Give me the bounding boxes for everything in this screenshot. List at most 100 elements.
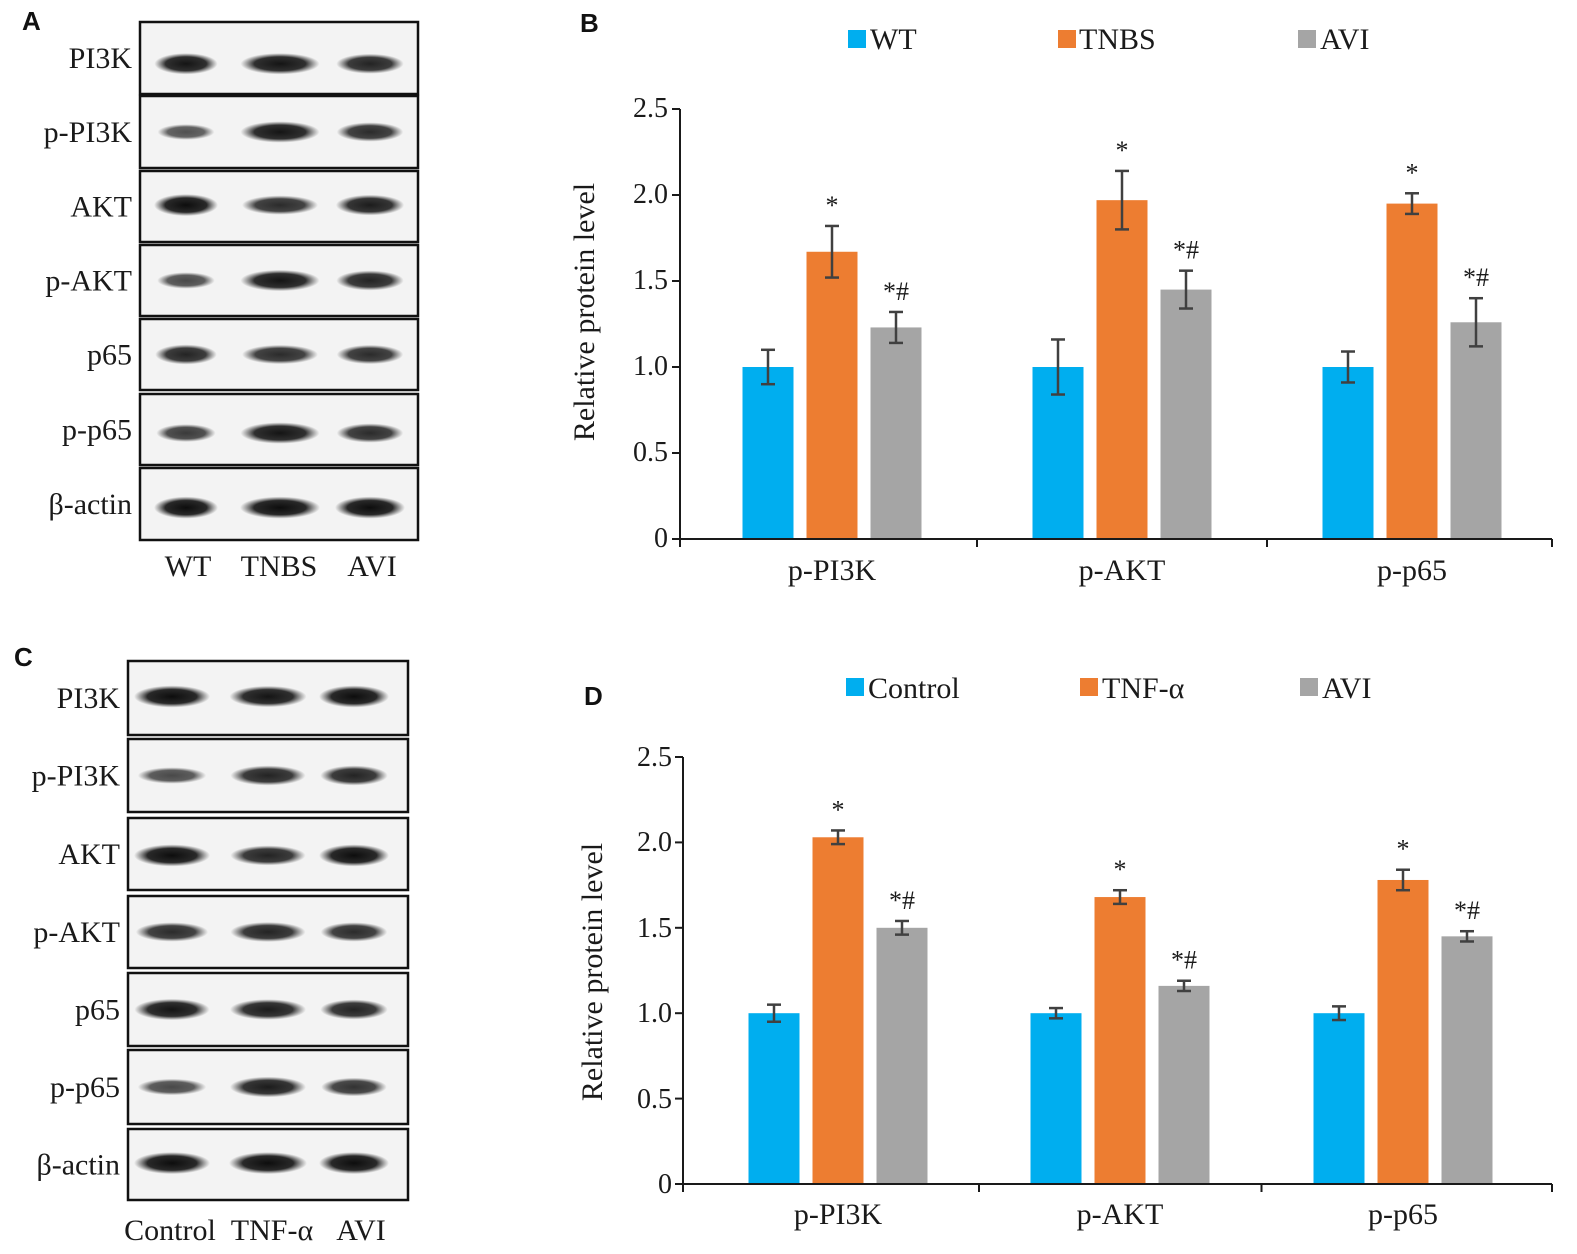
blot-band [335, 194, 405, 216]
blot-a-strips: PI3K p-PI3K AKT p-AKT p65 p-p65 β-actin [44, 20, 420, 542]
blot-band [137, 767, 207, 784]
panel-letter-c: C [14, 642, 33, 672]
y-tick-label: 1.5 [637, 913, 672, 944]
blot-band [336, 53, 404, 74]
bar-2 [1096, 200, 1148, 539]
blot-band [229, 999, 307, 1020]
chart-b-legend: WT TNBS AVI [848, 23, 1369, 56]
blot-protein-label: p-p65 [50, 1071, 120, 1104]
bar-3 [1158, 985, 1210, 1184]
x-category-label: p-PI3K [788, 554, 877, 587]
blot-band [134, 998, 210, 1021]
bar-1 [1030, 1013, 1082, 1184]
blot-protein-label: p65 [87, 339, 132, 372]
legend-swatch-series-2 [1080, 678, 1098, 696]
bar-3 [1441, 936, 1493, 1184]
blot-protein-label: p-p65 [62, 414, 132, 447]
blot-band [157, 272, 215, 289]
chart-d-axes [675, 756, 1553, 1192]
legend-label-series-2: TNBS [1079, 23, 1156, 56]
significance-marker: *# [889, 886, 915, 915]
legend-label-series-1: WT [870, 23, 917, 56]
y-tick-label: 2.5 [637, 742, 672, 773]
chart-b-bars: * *# * *# * *# [742, 136, 1502, 539]
blot-band [240, 496, 320, 519]
significance-marker: * [1114, 855, 1127, 884]
blot-band [154, 53, 218, 75]
blot-c-lane-label: Control [124, 1214, 216, 1247]
blot-band [242, 344, 318, 365]
legend-label-series-1: Control [868, 672, 960, 705]
western-blot-a: PI3K p-PI3K AKT p-AKT p65 p-p65 β-actin WT TNB… [44, 20, 420, 583]
bar-2 [812, 837, 864, 1184]
significance-marker: *# [1173, 236, 1199, 265]
blot-band [230, 765, 306, 786]
blot-protein-label: AKT [70, 191, 132, 224]
legend-label-series-3: AVI [1320, 23, 1369, 56]
blot-band [229, 1152, 307, 1175]
bar-chart-d: Control TNF-α AVI Relative protein level… [576, 672, 1553, 1231]
blot-band [229, 1076, 307, 1098]
bar-2 [1094, 897, 1146, 1184]
x-category-label: p-p65 [1368, 1198, 1438, 1231]
y-tick-label: 0.5 [633, 437, 668, 468]
bar-2 [806, 251, 858, 539]
blot-band [320, 922, 388, 942]
significance-marker: * [1406, 158, 1419, 187]
panel-letter-b: B [580, 8, 599, 38]
blot-band [240, 422, 320, 444]
blot-a-lane-label: TNBS [241, 550, 318, 583]
bar-2 [1386, 203, 1438, 539]
y-tick-label: 2.5 [633, 93, 668, 124]
western-blot-c: PI3K p-PI3K AKT p-AKT p65 p-p65 β-actin Contro… [32, 659, 410, 1247]
chart-d-bars: * *# * *# * *# [748, 795, 1493, 1184]
blot-band [157, 124, 215, 140]
y-tick-label: 1.5 [633, 265, 668, 296]
blot-c-lane-label: AVI [336, 1214, 385, 1247]
significance-marker: * [832, 795, 845, 824]
blot-band [134, 1152, 210, 1175]
blot-band [137, 1078, 207, 1096]
blot-band [240, 269, 320, 292]
significance-marker: *# [883, 277, 909, 306]
blot-protein-label: p-PI3K [32, 760, 121, 793]
blot-band [230, 922, 306, 942]
blot-band [242, 195, 318, 215]
blot-a-lane-label: AVI [347, 550, 396, 583]
chart-b-y-axis-title: Relative protein level [568, 183, 601, 441]
blot-protein-label: PI3K [57, 682, 121, 715]
chart-d-y-axis-title: Relative protein level [576, 843, 609, 1101]
y-tick-label: 2.0 [633, 179, 668, 210]
blot-c-strips: PI3K p-PI3K AKT p-AKT p65 p-p65 β-actin [32, 659, 410, 1202]
bar-3 [1450, 322, 1502, 539]
legend-swatch-series-3 [1298, 30, 1316, 48]
blot-protein-label: p65 [75, 994, 120, 1027]
chart-d-legend: Control TNF-α AVI [846, 672, 1371, 705]
significance-marker: *# [1454, 896, 1480, 925]
blot-band [320, 999, 388, 1020]
blot-band [135, 922, 209, 942]
legend-label-series-3: AVI [1322, 672, 1371, 705]
blot-band [336, 122, 404, 142]
y-tick-label: 2.0 [637, 827, 672, 858]
blot-band [336, 270, 404, 291]
blot-band [320, 765, 388, 786]
blot-band [230, 845, 306, 866]
legend-swatch-series-3 [1300, 678, 1318, 696]
significance-marker: *# [1171, 946, 1197, 975]
bar-3 [870, 327, 922, 539]
blot-protein-label: β-actin [36, 1149, 120, 1182]
blot-band [240, 121, 320, 143]
bar-3 [1160, 289, 1212, 539]
blot-band [229, 685, 307, 708]
legend-swatch-series-1 [848, 30, 866, 48]
significance-marker: *# [1463, 263, 1489, 292]
blot-band [134, 685, 210, 708]
chart-b-axes [672, 108, 1553, 547]
blot-band [336, 344, 404, 365]
blot-band [154, 496, 218, 519]
bar-2 [1377, 879, 1429, 1184]
bar-1 [742, 367, 794, 539]
bar-1 [1313, 1013, 1365, 1184]
